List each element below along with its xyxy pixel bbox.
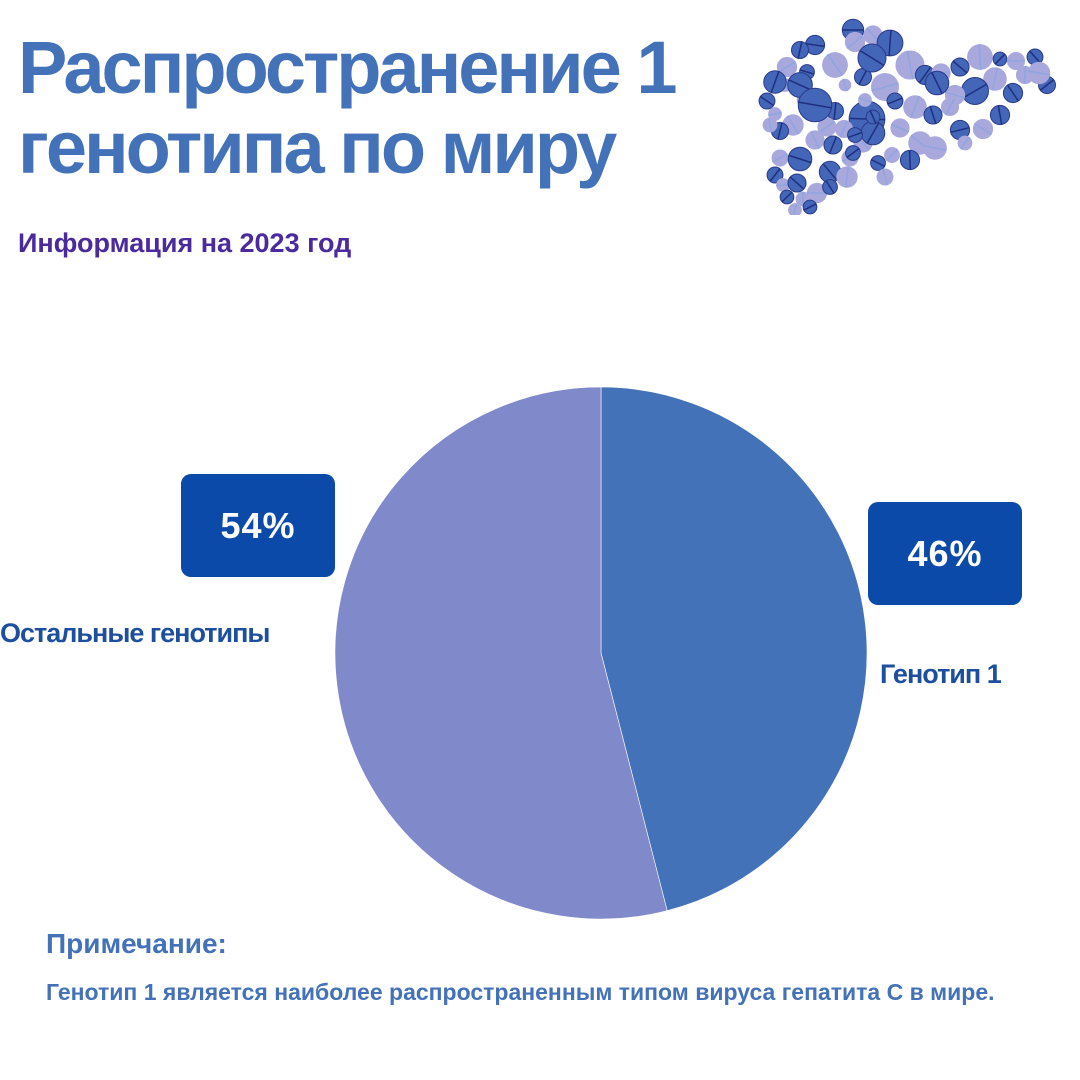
pill-score-line: [799, 69, 815, 75]
pill-score-line: [759, 95, 775, 107]
pill-score-line: [974, 122, 992, 136]
pill-score-line: [768, 111, 782, 117]
pill-score-line: [908, 150, 912, 170]
pill-score-line: [952, 60, 968, 74]
pill-score-line: [881, 168, 889, 186]
pill-score-line: [978, 44, 982, 70]
pill-score-line: [846, 35, 864, 49]
pill-score-line: [1039, 79, 1055, 91]
subtitle: Информация на 2023 год: [18, 228, 352, 258]
pill-score-line: [788, 154, 812, 164]
pie-slice-1: [600, 386, 868, 912]
pill-score-line: [1007, 84, 1019, 102]
pill-score-line: [781, 191, 793, 203]
pill-score-line: [833, 102, 837, 120]
pill-score-line: [788, 79, 812, 91]
pill-score-line: [944, 98, 956, 116]
pill-score-line: [923, 145, 947, 151]
pill-score-line: [945, 91, 965, 99]
pill-score-line: [770, 71, 780, 93]
pie-slice-2: [334, 386, 668, 920]
pill-score-line: [825, 180, 835, 194]
pill-score-line: [918, 66, 932, 84]
pill-score-line: [789, 176, 805, 190]
pill-score-line: [792, 203, 798, 215]
pill-score-line: [997, 105, 1003, 125]
pill-score-line: [869, 110, 877, 124]
pill-score-line: [959, 136, 971, 150]
pill-score-line: [806, 191, 828, 195]
pill-score-line: [929, 106, 937, 124]
pill-score-line: [818, 120, 836, 134]
pill-score-line: [858, 97, 872, 103]
pill-score-line: [847, 131, 863, 139]
title-line-1: Распространение 1: [18, 26, 677, 109]
pill-score-line: [950, 126, 970, 134]
pill-score-line: [906, 50, 914, 80]
pill-score-line: [871, 82, 899, 92]
note-heading: Примечание:: [46, 928, 227, 959]
pill-score-line: [994, 53, 1006, 65]
note-text: Генотип 1 является наиболее распростране…: [46, 979, 995, 1005]
pill-score-line: [777, 122, 783, 140]
pill-score-line: [887, 97, 903, 105]
pill-score-line: [805, 42, 825, 48]
pill-score-line: [777, 61, 797, 73]
title-line-2: генотипа по миру: [18, 106, 617, 189]
pill-score-line: [858, 69, 868, 85]
pill-score-line: [1029, 50, 1041, 64]
pill-score-line: [822, 163, 838, 181]
pill-score-line: [839, 120, 849, 138]
slice-label-genotype-1: Генотип 1: [880, 659, 1002, 689]
page-title: Распространение 1 генотипа по миру: [18, 26, 677, 189]
pill-score-line: [962, 83, 988, 99]
pill-score-line: [991, 67, 999, 91]
pill-score-line: [859, 49, 885, 67]
pill-score-line: [844, 166, 850, 188]
pill-score-line: [798, 101, 832, 109]
pill-score-line: [828, 136, 838, 154]
data-label-genotype-1: 46%: [868, 502, 1022, 605]
pill-score-line: [772, 153, 788, 163]
pill-score-line: [769, 168, 781, 182]
pill-score-line: [910, 95, 920, 119]
pill-score-line: [885, 148, 899, 162]
pill-score-line: [931, 72, 943, 94]
pill-score-line: [803, 203, 817, 211]
pill-score-line: [768, 117, 772, 133]
pill-score-line: [871, 159, 885, 167]
pill-score-line: [776, 183, 790, 187]
pill-score-line: [888, 30, 892, 56]
data-label-others: 54%: [181, 474, 335, 577]
pill-score-line: [826, 54, 844, 76]
pill-score-line: [1027, 70, 1051, 76]
pill-score-line: [866, 122, 880, 144]
pill-score-line: [846, 148, 860, 158]
pill-score-line: [890, 123, 910, 133]
pill-score-line: [842, 78, 848, 92]
liver-pills-icon: [758, 18, 1056, 215]
pill-score-line: [786, 115, 800, 135]
pill-score-line: [797, 41, 803, 59]
pill-score-line: [1023, 65, 1027, 85]
slice-label-others: Остальные генотипы: [0, 618, 270, 648]
pill-score-line: [810, 130, 820, 150]
